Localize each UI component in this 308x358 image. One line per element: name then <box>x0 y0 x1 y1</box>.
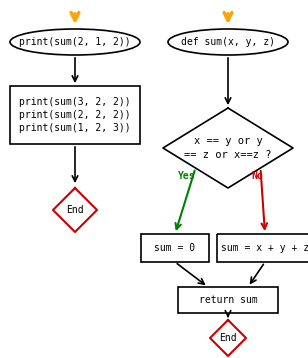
Text: sum = x + y + z: sum = x + y + z <box>221 243 308 253</box>
Text: sum = 0: sum = 0 <box>154 243 196 253</box>
Text: x == y or y
== z or x==z ?: x == y or y == z or x==z ? <box>184 136 272 160</box>
Text: return sum: return sum <box>199 295 257 305</box>
Text: End: End <box>219 333 237 343</box>
Text: print(sum(3, 2, 2))
print(sum(2, 2, 2))
print(sum(1, 2, 3)): print(sum(3, 2, 2)) print(sum(2, 2, 2)) … <box>19 97 131 133</box>
Bar <box>178 287 278 313</box>
Text: def sum(x, y, z): def sum(x, y, z) <box>181 37 275 47</box>
Text: End: End <box>66 205 84 215</box>
Bar <box>141 234 209 262</box>
Text: print(sum(2, 1, 2)): print(sum(2, 1, 2)) <box>19 37 131 47</box>
Bar <box>10 86 140 144</box>
Text: No: No <box>251 171 263 181</box>
Bar <box>217 234 308 262</box>
Text: Yes: Yes <box>178 171 196 181</box>
